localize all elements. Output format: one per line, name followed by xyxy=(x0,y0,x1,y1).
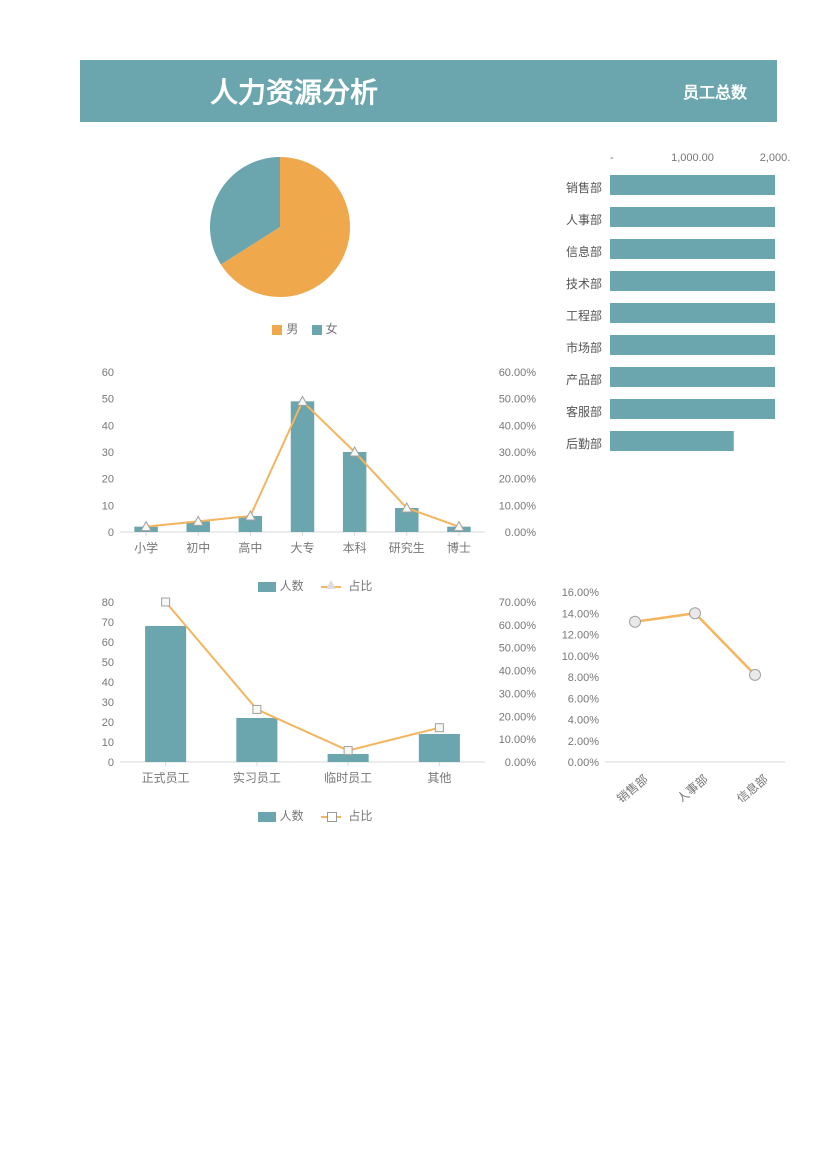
svg-text:0.00%: 0.00% xyxy=(568,757,599,769)
svg-text:高中: 高中 xyxy=(238,540,262,555)
svg-text:12.00%: 12.00% xyxy=(562,630,600,642)
svg-text:大专: 大专 xyxy=(290,540,314,555)
svg-text:信息部: 信息部 xyxy=(733,771,770,802)
svg-text:产品部: 产品部 xyxy=(566,372,602,387)
svg-text:0: 0 xyxy=(108,527,114,539)
svg-text:0.00%: 0.00% xyxy=(505,527,536,539)
employment-legend: 人数 占比 xyxy=(80,807,540,824)
svg-text:工程部: 工程部 xyxy=(566,308,602,323)
svg-text:14.00%: 14.00% xyxy=(562,608,600,620)
svg-text:10: 10 xyxy=(102,500,114,512)
svg-text:销售部: 销售部 xyxy=(566,180,602,195)
svg-text:50: 50 xyxy=(102,657,114,669)
gender-pie-legend: 男 女 xyxy=(200,320,400,337)
svg-text:人事部: 人事部 xyxy=(566,212,602,227)
svg-text:市场部: 市场部 xyxy=(566,340,602,355)
svg-text:50.00%: 50.00% xyxy=(499,643,537,655)
header-bar: 人力资源分析 员工总数 xyxy=(80,60,777,122)
svg-text:初中: 初中 xyxy=(186,540,210,555)
svg-text:技术部: 技术部 xyxy=(566,276,602,291)
header-subtitle: 员工总数 xyxy=(683,79,747,103)
svg-text:20.00%: 20.00% xyxy=(499,711,537,723)
svg-text:10.00%: 10.00% xyxy=(499,734,537,746)
svg-text:40: 40 xyxy=(102,420,114,432)
svg-text:10: 10 xyxy=(102,737,114,749)
svg-text:后勤部: 后勤部 xyxy=(566,436,602,451)
svg-text:20: 20 xyxy=(102,717,114,729)
department-line-chart: 0.00% 2.00% 4.00% 6.00% 8.00% 10.00% 12.00% 14.… xyxy=(550,582,780,812)
svg-text:60.00%: 60.00% xyxy=(499,367,537,379)
svg-text:40.00%: 40.00% xyxy=(499,666,537,678)
svg-text:临时员工: 临时员工 xyxy=(324,771,372,785)
svg-text:50: 50 xyxy=(102,394,114,406)
svg-text:实习员工: 实习员工 xyxy=(233,770,281,785)
employment-combo-chart: 0 10 20 30 40 50 60 70 80 0.00% 10.00% 20.00% 30.00%… xyxy=(80,592,540,812)
svg-text:50.00%: 50.00% xyxy=(499,394,537,406)
svg-text:20: 20 xyxy=(102,474,114,486)
svg-text:2.00%: 2.00% xyxy=(568,736,599,748)
legend-count: 人数 xyxy=(280,579,304,593)
svg-text:其他: 其他 xyxy=(427,771,451,785)
legend-ratio: 占比 xyxy=(348,579,372,593)
svg-text:4.00%: 4.00% xyxy=(568,715,599,727)
svg-text:正式员工: 正式员工 xyxy=(142,771,190,785)
svg-text:博士: 博士 xyxy=(447,540,471,555)
svg-text:销售部: 销售部 xyxy=(613,771,650,802)
svg-text:10.00%: 10.00% xyxy=(562,651,600,663)
svg-text:16.00%: 16.00% xyxy=(562,587,600,599)
svg-text:0: 0 xyxy=(108,757,114,769)
svg-text:0.00%: 0.00% xyxy=(505,757,536,769)
svg-text:1,000.00: 1,000.00 xyxy=(671,152,714,164)
svg-text:40: 40 xyxy=(102,677,114,689)
svg-text:70.00%: 70.00% xyxy=(499,597,537,609)
department-hbar-chart: -1,000.002,000.销售部人事部信息部技术部工程部市场部产品部客服部后… xyxy=(550,147,780,472)
svg-text:30: 30 xyxy=(102,447,114,459)
education-combo-chart: 0 10 20 30 40 50 60 0.00% 10.00% 20.00% 30.00% 40.0… xyxy=(80,362,540,582)
svg-text:本科: 本科 xyxy=(343,541,367,555)
svg-text:6.00%: 6.00% xyxy=(568,693,599,705)
svg-text:80: 80 xyxy=(102,597,114,609)
legend-male: 男 xyxy=(286,322,298,336)
svg-text:30.00%: 30.00% xyxy=(499,447,537,459)
svg-text:研究生: 研究生 xyxy=(389,540,425,555)
legend-female: 女 xyxy=(326,322,338,336)
svg-text:60: 60 xyxy=(102,367,114,379)
gender-pie-chart: 男 女 xyxy=(200,147,400,337)
svg-text:60: 60 xyxy=(102,637,114,649)
svg-text:2,000.: 2,000. xyxy=(760,152,791,164)
svg-text:客服部: 客服部 xyxy=(566,404,602,419)
svg-text:人事部: 人事部 xyxy=(673,771,710,802)
legend-ratio: 占比 xyxy=(348,809,372,823)
svg-text:20.00%: 20.00% xyxy=(499,474,537,486)
page-title: 人力资源分析 xyxy=(210,71,378,111)
svg-text:-: - xyxy=(610,152,614,164)
svg-text:信息部: 信息部 xyxy=(566,244,602,259)
svg-text:10.00%: 10.00% xyxy=(499,500,537,512)
svg-text:30.00%: 30.00% xyxy=(499,688,537,700)
svg-text:30: 30 xyxy=(102,697,114,709)
svg-text:70: 70 xyxy=(102,617,114,629)
legend-count: 人数 xyxy=(280,809,304,823)
svg-text:8.00%: 8.00% xyxy=(568,672,599,684)
svg-text:40.00%: 40.00% xyxy=(499,420,537,432)
svg-text:小学: 小学 xyxy=(134,540,158,555)
svg-text:60.00%: 60.00% xyxy=(499,620,537,632)
